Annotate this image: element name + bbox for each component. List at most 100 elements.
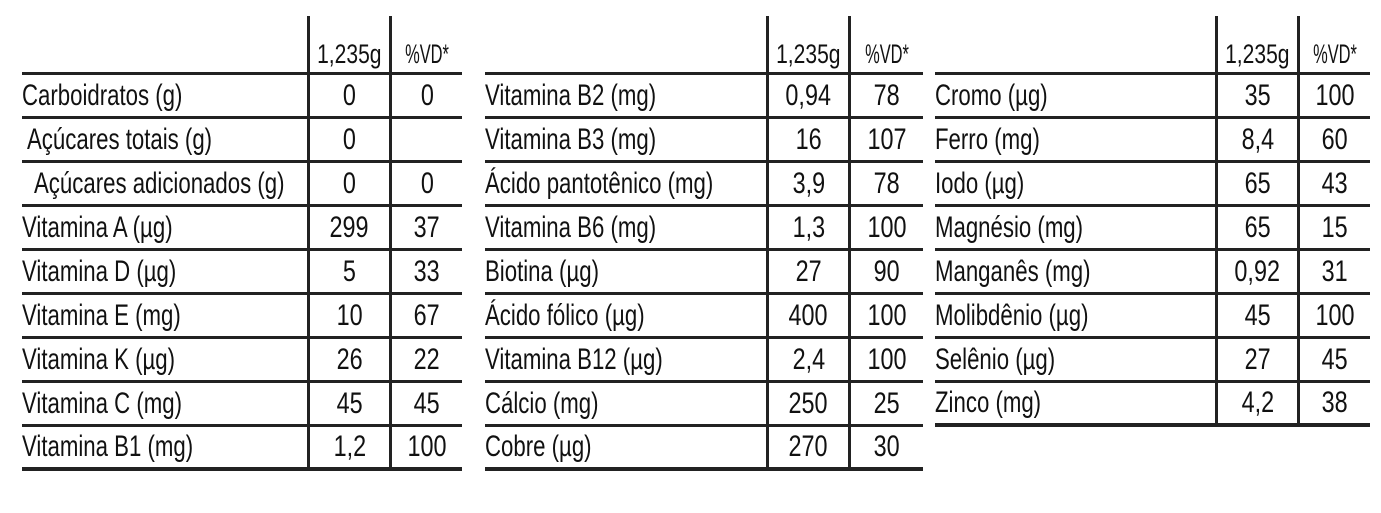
- table-row: Biotina (µg) 27 90: [485, 251, 923, 295]
- nutrient-amount: 16: [766, 119, 851, 160]
- nutrient-amount: 299: [307, 207, 392, 248]
- header-blank: [485, 16, 766, 72]
- nutrient-dv: 100: [867, 299, 907, 332]
- table-row: Ácido fólico (µg) 400 100: [485, 295, 923, 339]
- nutrient-amount: 45: [1215, 295, 1300, 336]
- nutrient-amount: 27: [766, 251, 851, 292]
- table-row: Selênio (µg) 27 45: [935, 339, 1370, 383]
- nutrition-table-2: 1,235g %VD* Vitamina B2 (mg) 0,94 78 Vitamina…: [485, 16, 923, 471]
- nutrient-name: Carboidratos (g): [22, 79, 183, 112]
- table-row: Vitamina K (µg) 26 22: [22, 339, 462, 383]
- table-row: Molibdênio (µg) 45 100: [935, 295, 1370, 339]
- nutrient-dv: 78: [873, 167, 901, 200]
- table-row: Vitamina E (mg) 10 67: [22, 295, 462, 339]
- nutrient-dv: 100: [867, 211, 907, 244]
- nutrient-amount: 4,2: [1215, 383, 1300, 423]
- nutrient-amount: 1,2: [307, 427, 392, 467]
- nutrient-dv: 90: [873, 255, 901, 288]
- table-row: Açúcares adicionados (g) 0 0: [22, 163, 462, 207]
- nutrient-amount: 3,9: [766, 163, 851, 204]
- nutrient-name: Vitamina B12 (µg): [485, 343, 663, 376]
- header-dv: %VD*: [1313, 39, 1357, 69]
- nutrient-amount: 1,3: [766, 207, 851, 248]
- nutrient-amount: 65: [1215, 207, 1300, 248]
- nutrient-dv: 25: [873, 387, 901, 420]
- nutrient-amount: 270: [766, 427, 851, 467]
- nutrient-amount: 0,92: [1215, 251, 1300, 292]
- nutrient-dv: [392, 119, 462, 160]
- nutrient-dv: 100: [1315, 79, 1355, 112]
- nutrient-name: Vitamina B2 (mg): [485, 79, 657, 112]
- nutrient-amount: 35: [1215, 75, 1300, 116]
- nutrient-amount: 27: [1215, 339, 1300, 380]
- nutrient-dv: 107: [867, 123, 907, 156]
- nutrient-amount: 45: [307, 383, 392, 424]
- nutrient-dv: 100: [1315, 299, 1355, 332]
- nutrient-name: Açúcares adicionados (g): [34, 167, 285, 200]
- nutrient-name: Vitamina C (mg): [22, 387, 182, 420]
- table-row: Vitamina B12 (µg) 2,4 100: [485, 339, 923, 383]
- nutrient-amount: 10: [307, 295, 392, 336]
- nutrient-name: Selênio (µg): [935, 343, 1056, 376]
- table-row: Vitamina A (µg) 299 37: [22, 207, 462, 251]
- nutrient-dv: 100: [867, 343, 907, 376]
- nutrient-dv: 31: [1321, 255, 1349, 288]
- nutrition-table-1: 1,235g %VD* Carboidratos (g) 0 0 Açúcares tot…: [22, 16, 462, 471]
- table-row: Vitamina D (µg) 5 33: [22, 251, 462, 295]
- table-row: Vitamina B1 (mg) 1,2 100: [22, 427, 462, 471]
- table-row: Iodo (µg) 65 43: [935, 163, 1370, 207]
- table-header: 1,235g %VD*: [485, 16, 923, 75]
- nutrient-dv: 37: [413, 211, 441, 244]
- header-amount: 1,235g: [766, 16, 851, 72]
- table-row: Magnésio (mg) 65 15: [935, 207, 1370, 251]
- table-header: 1,235g %VD*: [935, 16, 1370, 75]
- nutrient-amount: 5: [307, 251, 392, 292]
- nutrient-name: Cromo (µg): [935, 79, 1048, 112]
- nutrient-amount: 0: [307, 163, 392, 204]
- nutrient-dv: 22: [413, 343, 441, 376]
- table-row: Ferro (mg) 8,4 60: [935, 119, 1370, 163]
- nutrient-name: Ferro (mg): [935, 123, 1040, 156]
- nutrient-dv: 0: [420, 79, 434, 112]
- nutrient-name: Vitamina A (µg): [22, 211, 173, 244]
- nutrient-name: Ácido fólico (µg): [485, 299, 645, 332]
- nutrient-amount: 0: [307, 75, 392, 116]
- header-amount: 1,235g: [1215, 16, 1300, 72]
- table-row: Cobre (µg) 270 30: [485, 427, 923, 471]
- nutrient-name: Manganês (mg): [935, 255, 1091, 288]
- nutrient-amount: 0: [307, 119, 392, 160]
- table-row: Vitamina C (mg) 45 45: [22, 383, 462, 427]
- table-row: Zinco (mg) 4,2 38: [935, 383, 1370, 427]
- nutrient-name: Iodo (µg): [935, 167, 1025, 200]
- nutrient-name: Açúcares totais (g): [27, 123, 213, 156]
- nutrient-dv: 45: [413, 387, 441, 420]
- nutrient-amount: 400: [766, 295, 851, 336]
- nutrient-name: Cálcio (mg): [485, 387, 599, 420]
- nutrient-name: Biotina (µg): [485, 255, 599, 288]
- table-row: Vitamina B3 (mg) 16 107: [485, 119, 923, 163]
- nutrient-dv: 43: [1321, 167, 1349, 200]
- nutrient-dv: 38: [1321, 386, 1349, 419]
- nutrient-name: Vitamina B3 (mg): [485, 123, 657, 156]
- nutrient-dv: 60: [1321, 123, 1349, 156]
- nutrient-name: Molibdênio (µg): [935, 299, 1089, 332]
- table-row: Ácido pantotênico (mg) 3,9 78: [485, 163, 923, 207]
- nutrient-dv: 33: [413, 255, 441, 288]
- nutrient-name: Vitamina B6 (mg): [485, 211, 657, 244]
- nutrient-name: Zinco (mg): [935, 386, 1042, 419]
- table-row: Açúcares totais (g) 0: [22, 119, 462, 163]
- nutrient-amount: 26: [307, 339, 392, 380]
- nutrient-dv: 15: [1321, 211, 1349, 244]
- table-row: Vitamina B2 (mg) 0,94 78: [485, 75, 923, 119]
- header-amount: 1,235g: [307, 16, 392, 72]
- table-row: Cromo (µg) 35 100: [935, 75, 1370, 119]
- header-blank: [935, 16, 1215, 72]
- header-dv: %VD*: [865, 39, 909, 69]
- nutrient-dv: 0: [420, 167, 434, 200]
- nutrient-name: Vitamina K (µg): [22, 343, 176, 376]
- nutrient-dv: 100: [407, 430, 447, 463]
- nutrient-name: Magnésio (mg): [935, 211, 1084, 244]
- header-dv: %VD*: [405, 39, 449, 69]
- table-header: 1,235g %VD*: [22, 16, 462, 75]
- nutrition-table-3: 1,235g %VD* Cromo (µg) 35 100 Ferro (mg) 8,4 60…: [935, 16, 1370, 427]
